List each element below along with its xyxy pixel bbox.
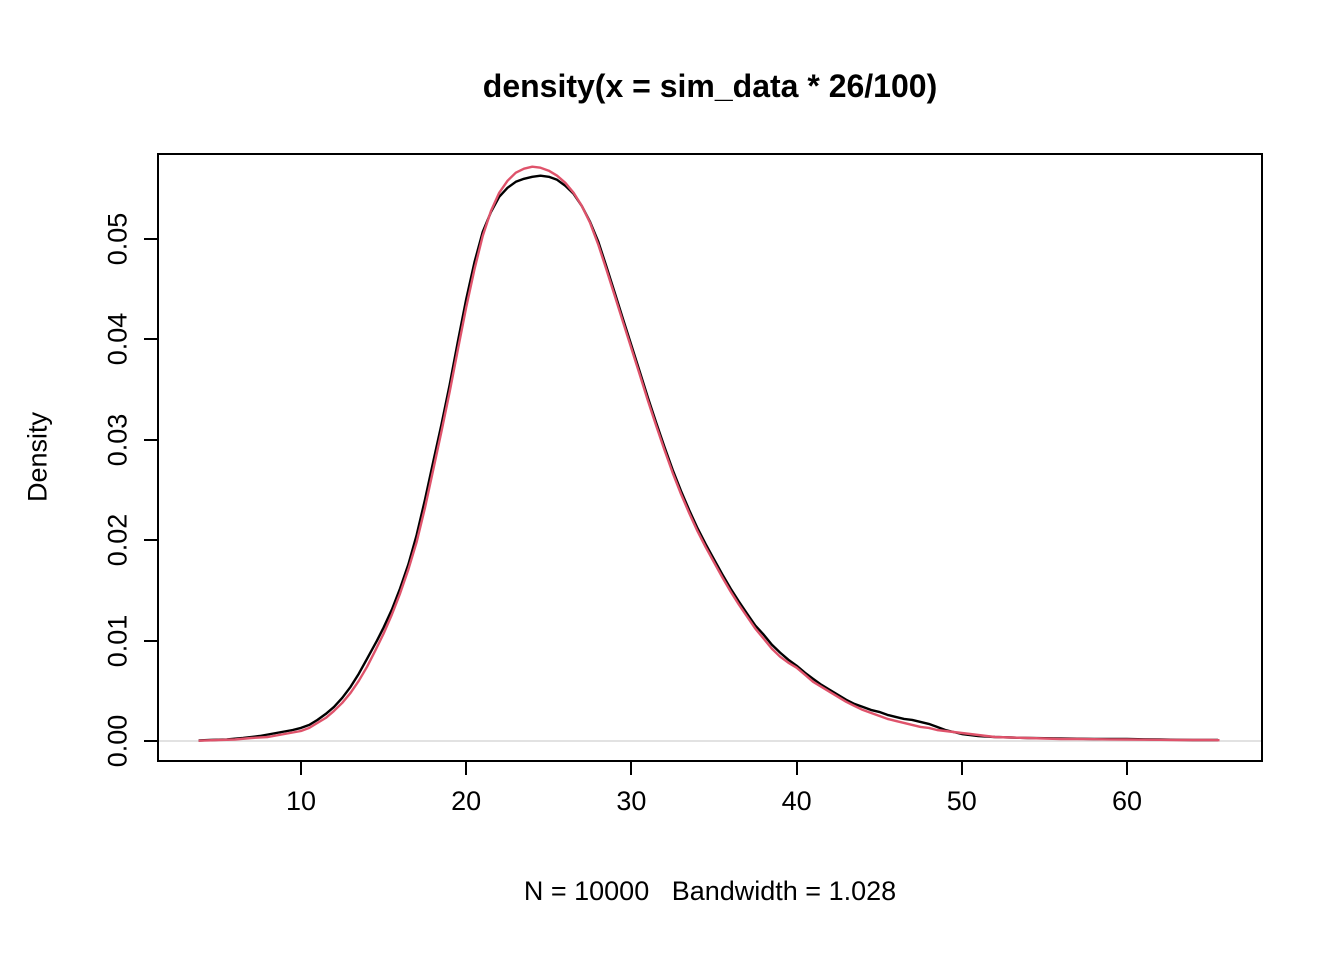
x-axis-tick-label: 50 bbox=[946, 786, 977, 816]
kernel-density-curve bbox=[198, 174, 1218, 742]
x-axis-tick-label: 40 bbox=[781, 786, 812, 816]
y-axis-tick bbox=[144, 740, 157, 742]
x-axis-tick bbox=[960, 762, 963, 775]
x-axis-tick bbox=[795, 762, 798, 775]
y-axis-tick bbox=[144, 338, 157, 341]
y-axis-tick-label: 0.03 bbox=[102, 413, 133, 467]
y-axis-tick-label: 0.05 bbox=[102, 212, 133, 266]
x-axis-tick bbox=[630, 762, 633, 775]
page-title: density(x = sim_data * 26/100) bbox=[482, 68, 938, 104]
y-axis-tick-label: 0.01 bbox=[102, 614, 133, 667]
y-axis-tick-label: 0.04 bbox=[102, 313, 133, 366]
x-axis-tick-label: 20 bbox=[451, 786, 482, 816]
y-axis-title: Density bbox=[22, 411, 53, 503]
x-axis-title: N = 10000 Bandwidth = 1.028 bbox=[523, 876, 897, 906]
y-axis-tick bbox=[144, 438, 157, 441]
theoretical-density-curve bbox=[198, 165, 1220, 742]
x-axis-tick bbox=[1126, 762, 1128, 775]
y-axis-tick bbox=[144, 238, 157, 240]
x-axis-tick bbox=[465, 762, 468, 775]
x-axis-tick-label: 10 bbox=[285, 786, 317, 816]
y-axis-tick-label: 0.02 bbox=[102, 513, 133, 567]
y-axis-tick bbox=[144, 539, 157, 542]
plot-area bbox=[157, 153, 1263, 762]
x-axis-tick-label: 30 bbox=[616, 786, 647, 816]
plot-canvas bbox=[159, 165, 1261, 742]
x-axis-tick bbox=[300, 762, 302, 775]
y-axis-tick bbox=[144, 639, 157, 642]
x-axis-tick-label: 60 bbox=[1111, 786, 1143, 816]
y-axis-tick-label: 0.00 bbox=[102, 714, 133, 768]
